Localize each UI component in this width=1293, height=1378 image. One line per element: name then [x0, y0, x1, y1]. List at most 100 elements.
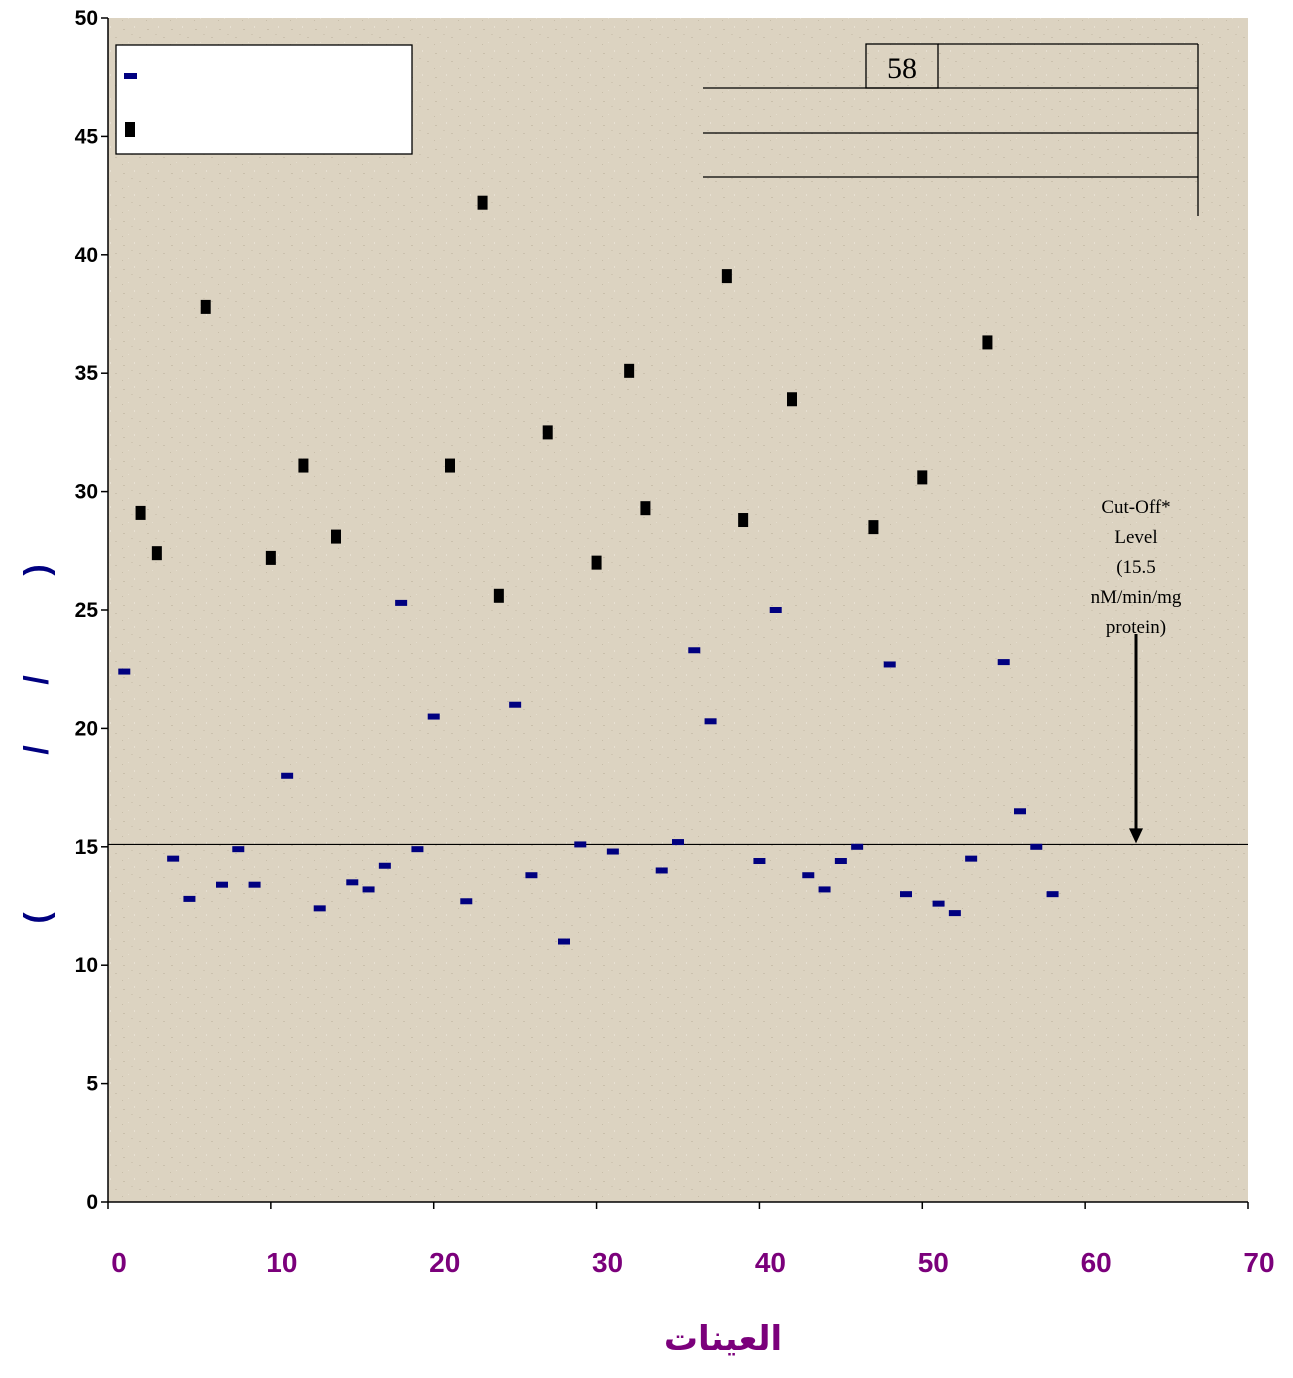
- plot-area: [108, 18, 1248, 1202]
- y-label-glyph-3: /: [18, 745, 56, 755]
- data-point-dash: [525, 872, 538, 879]
- data-point-dash: [118, 668, 131, 675]
- data-point-block: [787, 392, 797, 407]
- data-table: 58: [703, 43, 1199, 216]
- y-tick-label: 50: [75, 7, 98, 30]
- data-point-dash: [509, 701, 522, 708]
- data-point-block: [445, 458, 455, 473]
- data-point-dash: [1030, 843, 1043, 850]
- data-point-dash: [558, 938, 570, 945]
- data-point-dash: [281, 772, 294, 779]
- data-point-dash: [932, 900, 945, 907]
- x-tick-label: 0: [111, 1247, 127, 1278]
- data-point-block: [624, 363, 635, 378]
- y-label-glyph-4: (: [18, 912, 56, 924]
- data-point-block: [868, 520, 879, 535]
- x-tick-label: 40: [755, 1247, 786, 1278]
- data-point-dash: [704, 718, 717, 725]
- data-point-dash: [655, 867, 668, 874]
- data-point-block: [982, 335, 993, 350]
- data-point-block: [640, 501, 651, 516]
- data-point-dash: [802, 872, 815, 879]
- data-point-dash: [818, 886, 831, 893]
- y-tick-label: 0: [86, 1191, 98, 1214]
- data-point-block: [542, 425, 553, 440]
- x-tick-label: 50: [918, 1247, 949, 1278]
- data-point-dash: [427, 713, 440, 720]
- data-point-dash: [232, 846, 245, 853]
- data-point-block: [738, 513, 749, 528]
- cutoff-label-line-2: Level: [1114, 527, 1157, 548]
- y-tick-label: 30: [75, 481, 98, 504]
- data-point-block: [265, 550, 276, 565]
- legend-marker-dash: [124, 73, 137, 79]
- data-point-block: [135, 505, 146, 520]
- cutoff-line-group: Cut-Off* Level (15.5 nM/min/mg protein): [108, 497, 1248, 846]
- data-point-dash: [672, 839, 684, 846]
- y-tick-label: 20: [75, 717, 98, 740]
- y-label-glyph-1: ): [18, 564, 56, 575]
- data-point-dash: [769, 607, 782, 613]
- y-tick-label: 45: [75, 125, 99, 148]
- y-tick-label: 5: [86, 1073, 98, 1096]
- y-tick-label: 10: [75, 954, 98, 977]
- legend-box: [115, 44, 413, 155]
- y-tick-label: 15: [75, 836, 99, 859]
- data-point-dash: [883, 661, 896, 668]
- data-point-block: [591, 555, 602, 570]
- data-point-dash: [688, 647, 701, 654]
- axes: [101, 17, 1249, 1209]
- data-point-dash: [1014, 808, 1026, 815]
- data-point-dash: [574, 841, 587, 848]
- cutoff-label-line-3: (15.5: [1116, 557, 1156, 578]
- data-point-dash: [997, 659, 1010, 666]
- data-point-block: [917, 470, 928, 485]
- data-point-dash: [1046, 891, 1059, 898]
- data-point-dash: [183, 895, 196, 902]
- data-point-dash: [411, 846, 424, 853]
- cutoff-arrowhead: [1129, 828, 1143, 844]
- data-point-dash: [851, 843, 864, 850]
- data-point-block: [200, 299, 211, 314]
- x-tick-label: 60: [1081, 1247, 1112, 1278]
- data-point-block: [721, 269, 732, 284]
- data-point-block: [493, 588, 504, 603]
- data-point-block: [477, 195, 488, 210]
- x-tick-label: 70: [1243, 1247, 1274, 1278]
- data-point-dash: [900, 891, 912, 898]
- data-point-dash: [313, 905, 326, 912]
- y-axis-label: ) / / (: [18, 564, 56, 923]
- x-axis-label: العينات: [664, 1319, 782, 1359]
- table-value: 58: [887, 52, 917, 85]
- data-point-block: [151, 546, 162, 561]
- data-point-dash: [753, 858, 766, 865]
- data-point-dash: [362, 886, 375, 893]
- data-point-block: [331, 529, 341, 544]
- legend: [115, 44, 413, 155]
- y-label-glyph-2: /: [18, 675, 56, 685]
- data-point-dash: [167, 855, 180, 862]
- data-point-dash: [248, 881, 261, 888]
- data-point-dash: [948, 910, 961, 917]
- x-tick-label: 10: [266, 1247, 297, 1278]
- cutoff-label-line-4: nM/min/mg: [1091, 587, 1182, 608]
- cutoff-label-line-1: Cut-Off*: [1101, 497, 1170, 518]
- y-tick-label: 35: [75, 362, 99, 385]
- y-tick-label: 25: [75, 599, 99, 622]
- cutoff-label-line-5: protein): [1106, 617, 1166, 638]
- legend-marker-block: [125, 122, 135, 137]
- series-dash-markers: [118, 599, 1059, 945]
- y-tick-labels: 0 5 10 15 20 25 30 35 40 45 50: [75, 7, 99, 1214]
- x-tick-label: 30: [592, 1247, 623, 1278]
- data-point-dash: [346, 879, 359, 886]
- x-tick-label: 20: [429, 1247, 460, 1278]
- x-tick-labels: 0 10 20 30 40 50 60 70: [111, 1247, 1274, 1278]
- series-block-markers: [135, 195, 993, 603]
- data-point-dash: [378, 862, 391, 869]
- data-point-dash: [395, 599, 408, 606]
- y-tick-label: 40: [75, 244, 98, 267]
- data-point-block: [298, 458, 309, 473]
- data-point-dash: [460, 898, 473, 905]
- data-point-dash: [965, 855, 978, 862]
